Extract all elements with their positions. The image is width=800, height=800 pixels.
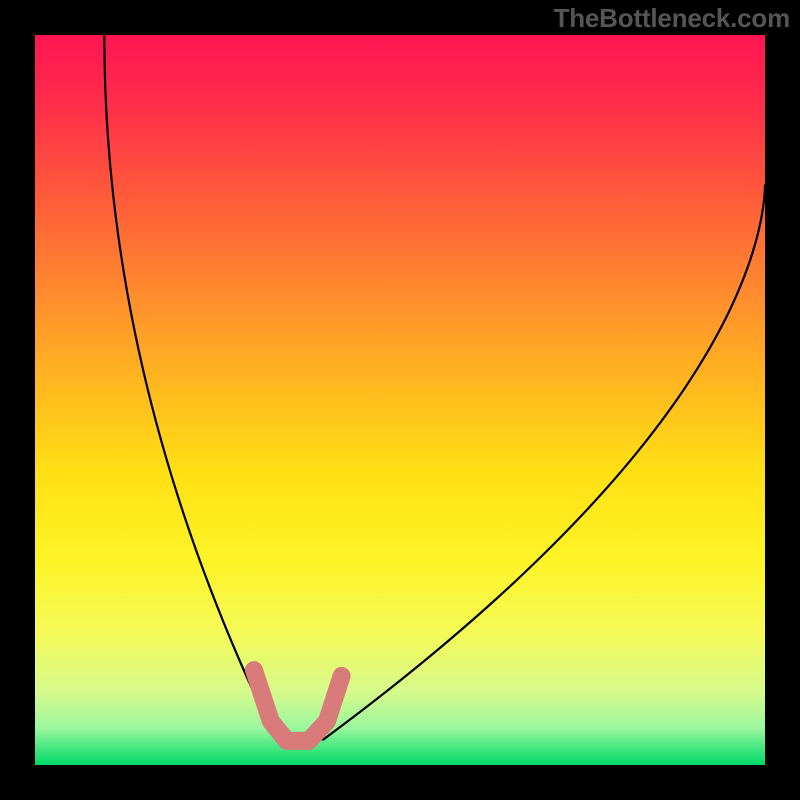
- chart-container: TheBottleneck.com: [0, 0, 800, 800]
- watermark-text: TheBottleneck.com: [554, 3, 790, 34]
- bottleneck-chart: [0, 0, 800, 800]
- plot-gradient-background: [35, 35, 765, 765]
